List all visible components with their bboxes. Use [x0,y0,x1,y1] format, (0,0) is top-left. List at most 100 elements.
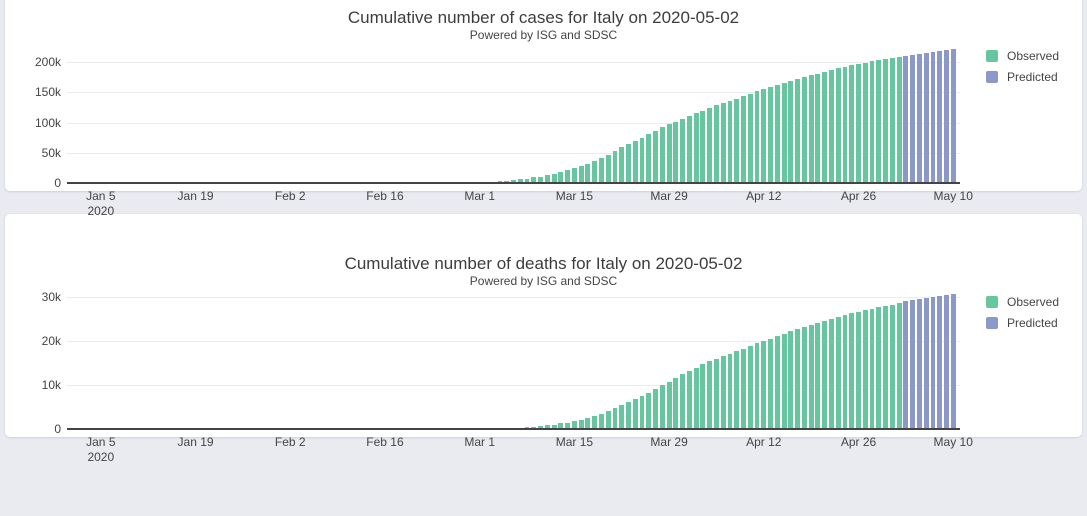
cases-plot[interactable]: Jan 5 2020 Jan 19 Feb 2 Feb 16 Mar 1 Mar 15 Mar… [67,43,973,218]
observed-bar[interactable] [626,144,631,183]
observed-bar[interactable] [666,124,672,183]
observed-bar[interactable] [795,78,801,183]
observed-bar[interactable] [693,113,699,183]
observed-bar[interactable] [632,141,638,183]
observed-bar[interactable] [558,172,564,183]
observed-bar[interactable] [788,331,794,429]
observed-bar[interactable] [761,88,767,183]
observed-bar[interactable] [896,302,902,429]
observed-bar[interactable] [659,384,665,429]
predicted-bar[interactable] [937,50,943,183]
observed-bar[interactable] [693,367,699,429]
observed-bar[interactable] [558,423,564,429]
observed-bar[interactable] [551,424,557,429]
observed-bar[interactable] [707,361,713,429]
observed-bar[interactable] [565,422,571,429]
predicted-bar[interactable] [944,295,949,429]
predicted-bar[interactable] [930,296,936,429]
observed-bar[interactable] [761,341,767,429]
observed-bar[interactable] [862,310,868,429]
observed-bar[interactable] [754,343,760,429]
observed-bar[interactable] [659,127,665,183]
observed-bar[interactable] [774,336,780,429]
predicted-bar[interactable] [944,50,949,183]
observed-bar[interactable] [795,328,801,429]
observed-bar[interactable] [876,307,882,429]
observed-bar[interactable] [822,72,828,183]
observed-bar[interactable] [774,84,780,183]
observed-bar[interactable] [646,392,652,429]
observed-bar[interactable] [815,322,821,429]
observed-bar[interactable] [599,414,604,429]
observed-bar[interactable] [707,107,713,183]
observed-bar[interactable] [700,110,706,183]
observed-bar[interactable] [842,314,848,429]
observed-bar[interactable] [842,66,848,183]
observed-bar[interactable] [680,374,686,429]
observed-bar[interactable] [741,348,746,429]
observed-bar[interactable] [531,426,537,429]
observed-bar[interactable] [680,119,686,183]
observed-bar[interactable] [849,312,855,429]
observed-bar[interactable] [646,134,652,183]
observed-bar[interactable] [889,57,895,183]
observed-bar[interactable] [626,402,631,429]
observed-bar[interactable] [531,177,537,183]
observed-bar[interactable] [808,75,814,183]
observed-bar[interactable] [862,62,868,183]
observed-bar[interactable] [801,76,807,183]
observed-bar[interactable] [849,65,855,183]
observed-bar[interactable] [727,101,733,183]
legend-item-observed[interactable]: Observed [986,291,1059,312]
observed-bar[interactable] [734,98,740,183]
observed-bar[interactable] [585,164,591,183]
observed-bar[interactable] [571,421,577,429]
observed-bar[interactable] [829,69,834,183]
observed-bar[interactable] [768,86,773,183]
observed-bar[interactable] [856,311,861,429]
observed-bar[interactable] [741,96,746,183]
observed-bar[interactable] [619,404,625,429]
observed-bar[interactable] [788,81,794,183]
observed-bar[interactable] [639,138,645,183]
legend-item-predicted[interactable]: Predicted [986,66,1059,87]
observed-bar[interactable] [592,161,598,183]
observed-bar[interactable] [768,338,773,429]
observed-bar[interactable] [632,398,638,429]
predicted-bar[interactable] [910,300,916,429]
observed-bar[interactable] [578,166,584,183]
observed-bar[interactable] [829,318,834,429]
observed-bar[interactable] [727,353,733,429]
observed-bar[interactable] [714,105,719,183]
observed-bar[interactable] [504,180,510,183]
legend-item-observed[interactable]: Observed [986,45,1059,66]
observed-bar[interactable] [822,320,828,429]
observed-bar[interactable] [666,381,672,429]
observed-bar[interactable] [883,59,888,183]
predicted-bar[interactable] [923,52,929,183]
observed-bar[interactable] [524,178,530,183]
observed-bar[interactable] [754,91,760,183]
deaths-plot[interactable]: Jan 5 2020 Jan 19 Feb 2 Feb 16 Mar 1 Mar 15 Mar… [67,289,973,464]
predicted-bar[interactable] [937,296,943,429]
observed-bar[interactable] [876,60,882,183]
predicted-bar[interactable] [916,299,922,429]
predicted-bar[interactable] [903,301,909,429]
observed-bar[interactable] [673,377,679,429]
predicted-bar[interactable] [910,54,916,183]
observed-bar[interactable] [599,158,604,183]
observed-bar[interactable] [544,175,550,183]
observed-bar[interactable] [673,121,679,183]
observed-bar[interactable] [605,411,611,429]
observed-bar[interactable] [883,305,888,429]
observed-bar[interactable] [734,351,740,429]
observed-bar[interactable] [720,103,726,183]
observed-bar[interactable] [889,304,895,429]
observed-bar[interactable] [686,116,692,183]
observed-bar[interactable] [619,147,625,183]
observed-bar[interactable] [605,154,611,183]
observed-bar[interactable] [896,56,902,183]
observed-bar[interactable] [720,356,726,429]
observed-bar[interactable] [653,130,658,183]
observed-bar[interactable] [747,93,753,183]
